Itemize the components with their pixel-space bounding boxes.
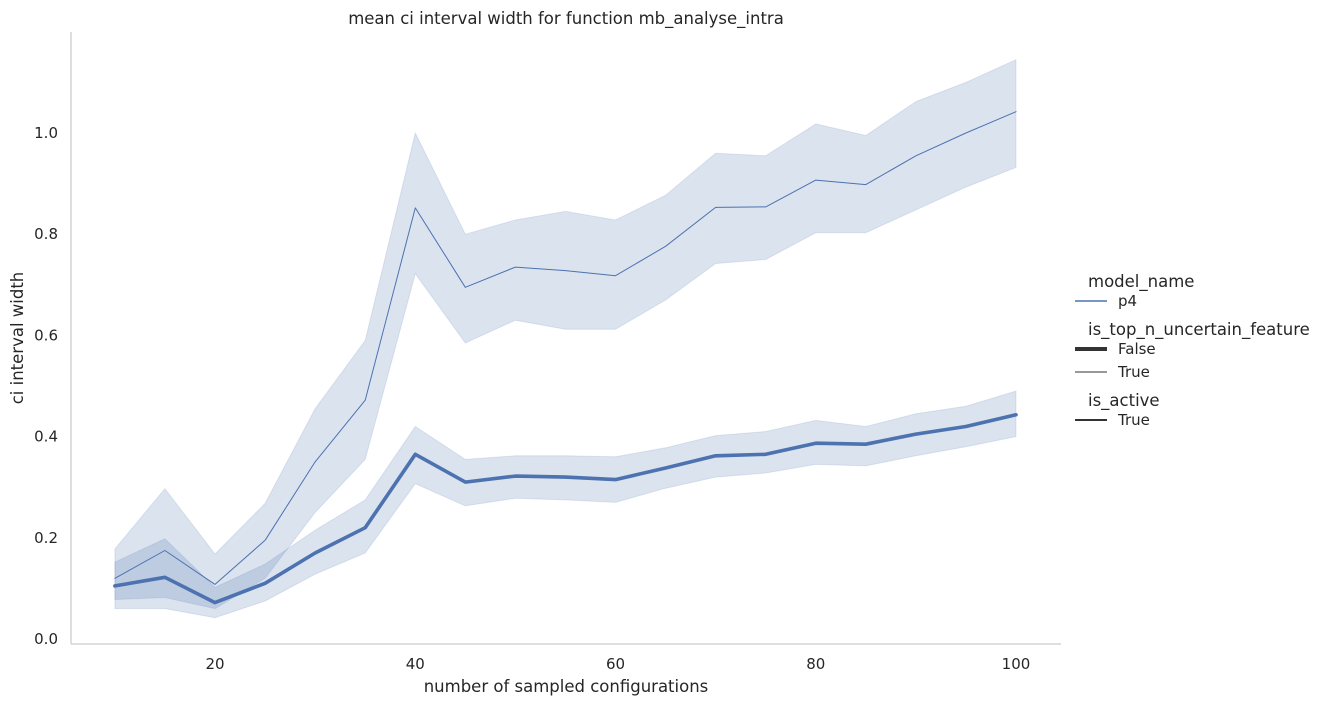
- x-tick-labels: 20 40 60 80 100: [205, 655, 1030, 673]
- series-lines: [113, 111, 1018, 605]
- y-tick-label: 0.4: [34, 428, 58, 446]
- y-tick-label: 0.6: [34, 326, 58, 344]
- y-tick-label: 0.2: [34, 529, 58, 547]
- legend-entry-label: True: [1117, 411, 1150, 429]
- legend-entry-label: True: [1117, 363, 1150, 381]
- x-tick-label: 80: [806, 655, 825, 673]
- x-axis-label: number of sampled configurations: [424, 677, 709, 696]
- legend-title-model-name: model_name: [1088, 272, 1194, 292]
- ci-band-false: [114, 390, 1017, 619]
- y-tick-label: 0.0: [34, 630, 58, 648]
- axes: [70, 32, 1061, 645]
- legend-entry-label: p4: [1118, 292, 1137, 310]
- legend-entry-label: False: [1118, 340, 1156, 358]
- x-tick-label: 20: [205, 655, 224, 673]
- x-tick-label: 40: [406, 655, 425, 673]
- ci-band-true: [114, 58, 1017, 610]
- chart-title: mean ci interval width for function mb_a…: [348, 9, 784, 29]
- y-axis-label: ci interval width: [8, 272, 27, 405]
- y-tick-label: 0.8: [34, 225, 58, 243]
- series-line-false: [113, 412, 1018, 605]
- x-tick-label: 60: [606, 655, 625, 673]
- legend-title-is-active: is_active: [1088, 391, 1160, 411]
- series-line-true: [114, 111, 1017, 585]
- legend-title-is-top-n-uncertain-feature: is_top_n_uncertain_feature: [1088, 320, 1310, 340]
- ci-bands: [114, 58, 1017, 619]
- y-tick-labels: 0.0 0.2 0.4 0.6 0.8 1.0: [34, 124, 58, 648]
- x-tick-label: 100: [1002, 655, 1031, 673]
- y-tick-label: 1.0: [34, 124, 58, 142]
